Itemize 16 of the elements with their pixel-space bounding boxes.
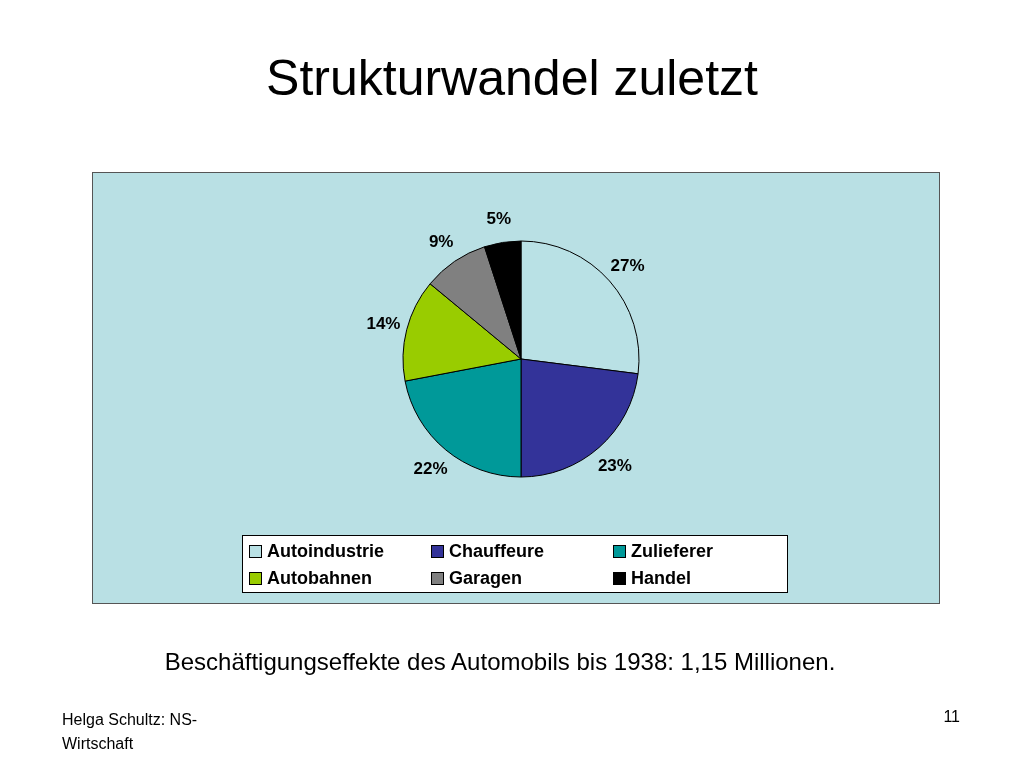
- data-label: 22%: [413, 458, 448, 478]
- data-label: 5%: [486, 209, 512, 229]
- data-label: 23%: [597, 456, 632, 476]
- text: Beschäftigungseffekte des Automobils bis 1938: 1,15 Millionen.: [163, 648, 837, 676]
- chart-title: Strukturwandel zuletzt: [265, 49, 759, 108]
- text: 11: [942, 708, 960, 726]
- text: Helga Schultz: NS-Wirtschaft: [62, 710, 199, 754]
- data-label: 9%: [428, 232, 454, 252]
- legend-label: Zulieferer: [631, 541, 714, 562]
- legend-label: Chauffeure: [449, 541, 545, 562]
- legend-label: Garagen: [449, 568, 523, 589]
- legend-label: Handel: [631, 568, 692, 589]
- legend-label: Autobahnen: [267, 568, 372, 589]
- data-label: 27%: [610, 255, 645, 275]
- legend-label: Autoindustrie: [267, 541, 384, 562]
- data-label: 14%: [366, 314, 401, 334]
